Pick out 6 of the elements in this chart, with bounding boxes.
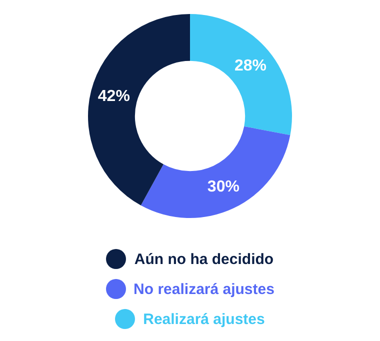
legend-label: Realizará ajustes <box>143 310 265 328</box>
legend-label: No realizará ajustes <box>134 280 274 298</box>
data-label: 42% <box>98 88 130 105</box>
legend-label: Aún no ha decidido <box>134 250 274 268</box>
data-label: 28% <box>234 57 267 74</box>
data-label: 30% <box>207 178 240 196</box>
